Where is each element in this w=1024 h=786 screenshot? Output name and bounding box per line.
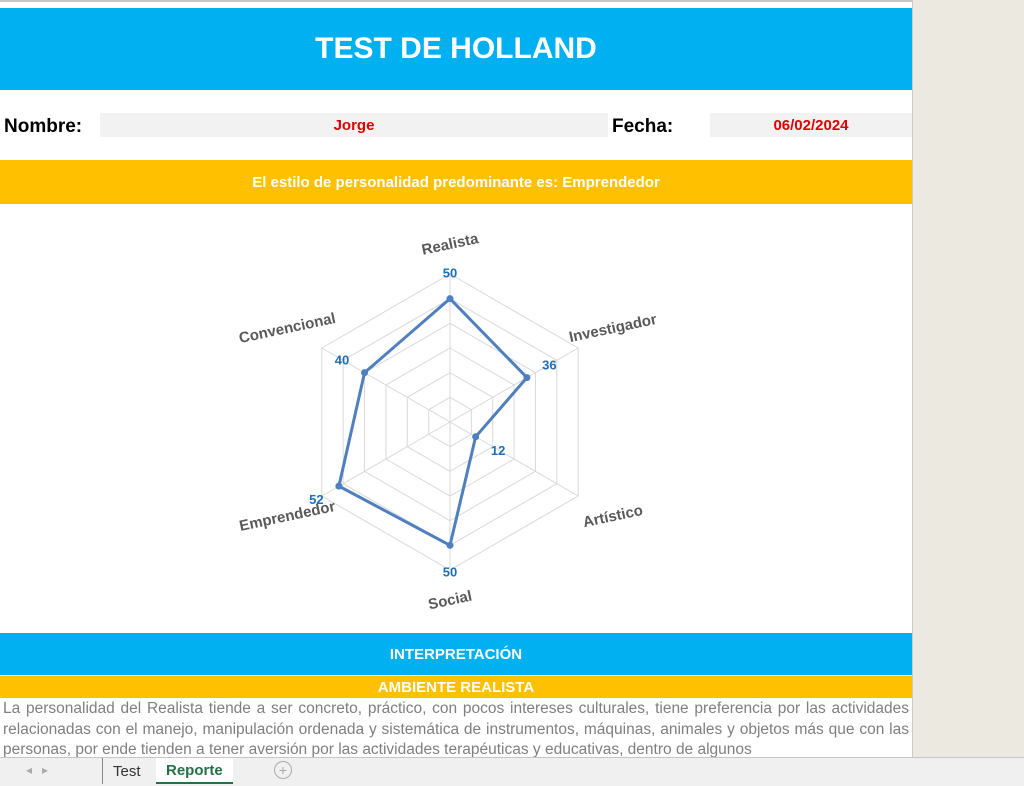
tab-active[interactable]: Reporte (156, 758, 233, 784)
tab[interactable]: Test (102, 758, 151, 784)
result-banner: El estilo de personalidad predominante e… (0, 160, 912, 204)
data-point (335, 482, 343, 490)
data-point (446, 295, 454, 303)
data-point (446, 541, 454, 549)
series-line (337, 297, 529, 547)
category-label: Social (427, 588, 474, 614)
category-label: Convencional (237, 310, 337, 347)
side-panel (912, 0, 1024, 757)
category-label: Artístico (581, 502, 644, 531)
category-label: Investigador (568, 311, 659, 346)
sheet-tabs: ◂ ▸ Test Reporte + (0, 757, 1024, 786)
spoke (321, 347, 451, 423)
section-title: AMBIENTE REALISTA (0, 676, 912, 698)
data-label: 36 (542, 358, 556, 373)
data-label: 40 (335, 353, 349, 368)
sheet: TEST DE HOLLAND Nombre: Jorge Fecha: 06/… (0, 0, 912, 757)
data-label: 50 (443, 266, 457, 281)
category-label: Realista (420, 230, 480, 259)
date-value[interactable]: 06/02/2024 (710, 113, 912, 137)
data-point (361, 369, 369, 377)
spoke (449, 347, 579, 423)
interpretation-title: INTERPRETACIÓN (0, 633, 912, 675)
category-label: Emprendedor (238, 498, 337, 535)
data-label: 52 (309, 492, 323, 507)
interpretation-text: La personalidad del Realista tiende a se… (3, 700, 909, 757)
title: TEST DE HOLLAND (0, 8, 912, 90)
data-label: 12 (491, 443, 505, 458)
name-value[interactable]: Jorge (100, 113, 608, 137)
add-sheet[interactable]: + (274, 761, 292, 779)
date-label: Fecha: (612, 116, 674, 137)
spoke (321, 421, 451, 497)
radar-chart: 50 Realista 36 Investigador 12 Artístico 50 Soc… (237, 230, 659, 614)
data-point (523, 374, 531, 382)
name-label: Nombre: (4, 116, 83, 137)
data-point (472, 433, 480, 441)
data-label: 50 (443, 564, 457, 579)
spoke (449, 421, 579, 497)
tab-nav[interactable]: ◂ ▸ (26, 763, 49, 777)
